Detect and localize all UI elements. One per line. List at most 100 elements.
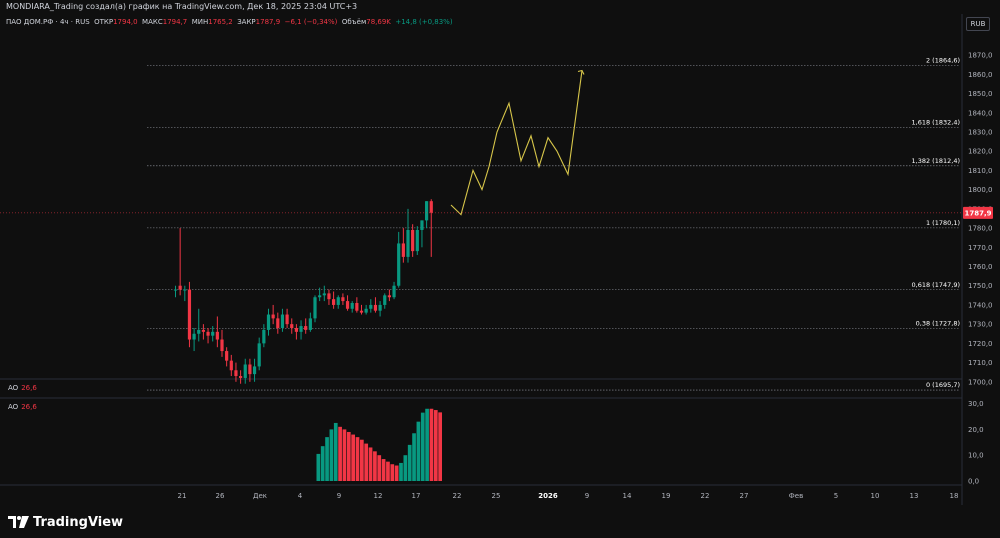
ao-bar: [438, 412, 442, 481]
price-tick-label: 1810,0: [968, 167, 993, 175]
candle-body: [211, 331, 215, 336]
candle-body: [364, 308, 368, 313]
candle-body: [406, 229, 410, 257]
projection-line: [450, 70, 583, 216]
ao-bar: [360, 439, 364, 481]
time-tick-label: 22: [453, 492, 462, 500]
ao-bar: [342, 429, 347, 481]
candle-body: [411, 229, 415, 252]
candle: [313, 295, 317, 323]
ao-bar: [364, 443, 369, 481]
currency-button[interactable]: RUB: [966, 17, 990, 31]
candle: [364, 304, 368, 315]
time-axis: 21 26 Дек 4 9 12 17 22 25 2026 9 14 19 22 27 Фев 5 10 13 18: [178, 492, 959, 500]
volume-change: +14,8 (+0,83%): [395, 18, 453, 26]
projection-arrow-head: [577, 69, 585, 75]
symbol-name[interactable]: ПАО ДОМ.РФ · 4ч · RUS: [6, 18, 90, 26]
candle: [248, 358, 252, 382]
candle-body: [257, 343, 261, 367]
candle-body: [383, 295, 387, 305]
time-tick-label: 27: [740, 492, 749, 500]
candle-body: [271, 314, 275, 319]
candle: [373, 297, 378, 313]
candle: [266, 308, 271, 336]
price-tick-label: 1750,0: [968, 282, 993, 290]
candle: [322, 285, 326, 302]
candle-body: [187, 289, 192, 340]
candle: [392, 281, 396, 300]
candle-body: [234, 370, 238, 377]
candle: [415, 226, 419, 255]
ao-bar: [316, 453, 321, 481]
candle-body: [369, 304, 373, 309]
low-label: МИН: [191, 18, 209, 26]
close-value: 1787,9: [255, 18, 281, 26]
last-price-label: 1787,9: [964, 209, 991, 217]
candle-body: [336, 297, 340, 305]
time-tick-label: 19: [662, 492, 671, 500]
candle: [271, 304, 275, 325]
candle-body: [392, 285, 396, 298]
ao-tick-label: 10,0: [968, 452, 984, 460]
ao-bar: [333, 422, 338, 481]
fibonacci-levels: 2 (1864,6) 1,618 (1832,4) 1,382 (1812,4) 1 …: [147, 56, 961, 391]
price-tick-label: 1720,0: [968, 340, 993, 348]
candle-body: [332, 299, 336, 305]
candle: [401, 228, 405, 263]
candles: [173, 199, 433, 384]
candle-body: [290, 324, 294, 328]
candle-body: [341, 297, 345, 302]
time-tick-label: 5: [834, 492, 838, 500]
tradingview-logo[interactable]: TradingView: [8, 512, 123, 532]
fib-level-label: 0,618 (1747,9): [912, 281, 961, 289]
ao-bar: [433, 410, 438, 481]
candle-body: [220, 339, 224, 352]
price-change: −6,1 (−0,34%): [284, 18, 338, 26]
candle: [429, 199, 433, 257]
ao-bar: [390, 464, 395, 481]
ao-value-2: 26,6: [21, 403, 37, 411]
candle: [192, 327, 196, 352]
candle: [280, 308, 285, 332]
candle-body: [429, 201, 433, 213]
price-tick-label: 1780,0: [968, 225, 993, 233]
tradingview-logo-text: TradingView: [33, 514, 124, 530]
ao-bar: [368, 447, 373, 481]
candle-body: [252, 366, 257, 375]
candle-body: [378, 304, 382, 311]
fib-level-label: 0,38 (1727,8): [916, 319, 960, 327]
candle-body: [201, 329, 205, 332]
ao-bar: [373, 451, 377, 481]
ao-bar: [355, 437, 360, 481]
last-price-marker: 1787,9: [0, 206, 993, 219]
ao-bar: [386, 461, 390, 481]
candle-body: [359, 310, 364, 313]
last-price-tag: [963, 206, 993, 219]
ao-bar: [338, 426, 342, 481]
candle: [359, 304, 364, 315]
ao-legend[interactable]: AO 26,6: [8, 402, 37, 412]
candle: [187, 281, 192, 348]
candle: [336, 295, 340, 309]
candle-body: [285, 314, 289, 325]
candle-body: [420, 220, 424, 230]
candle: [211, 326, 215, 342]
price-axis: 1870,0 1860,0 1850,0 1840,0 1830,0 1820,0 1810…: [968, 52, 993, 387]
candle-body: [327, 293, 331, 300]
candle: [341, 293, 345, 305]
candle-body: [425, 201, 429, 221]
candle-body: [313, 297, 317, 319]
ao-legend-collapsed[interactable]: AO 26,6: [8, 383, 37, 393]
candle-body: [215, 331, 219, 340]
high-value: 1794,7: [162, 18, 188, 26]
candle-body: [308, 318, 312, 330]
ao-bar: [399, 462, 403, 481]
ao-bar: [329, 429, 334, 481]
candle-body: [183, 289, 187, 291]
candle-body: [243, 364, 247, 378]
candle: [229, 354, 233, 377]
candle-body: [415, 229, 419, 252]
price-tick-label: 1740,0: [968, 301, 993, 309]
ao-tick-label: 20,0: [968, 426, 984, 434]
